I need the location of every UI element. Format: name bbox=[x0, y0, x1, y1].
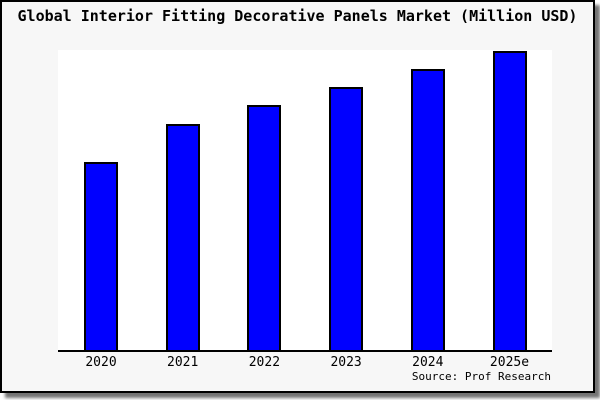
bar-2020 bbox=[84, 162, 118, 350]
bar-2023 bbox=[329, 87, 364, 350]
bar-2025e bbox=[492, 51, 527, 350]
x-tick-label-2021: 2021 bbox=[167, 355, 199, 370]
chart-figure: Global Interior Fitting Decorative Panel… bbox=[0, 0, 595, 393]
bar-2024 bbox=[410, 69, 445, 350]
x-tick-label-2025e: 2025e bbox=[489, 355, 530, 370]
x-tick-label-2020: 2020 bbox=[85, 355, 117, 370]
chart-title: Global Interior Fitting Decorative Panel… bbox=[17, 7, 578, 25]
x-tick-label-2022: 2022 bbox=[248, 355, 281, 370]
plot-area: 2020 2021 2022 2023 2024 2025e bbox=[58, 50, 552, 370]
x-tick-label-2023: 2023 bbox=[330, 355, 362, 370]
x-tick-label-2024: 2024 bbox=[412, 355, 444, 370]
source-credit: Source: Prof Research bbox=[411, 370, 551, 383]
bar-2021 bbox=[165, 124, 200, 350]
bar-2022 bbox=[247, 105, 282, 350]
